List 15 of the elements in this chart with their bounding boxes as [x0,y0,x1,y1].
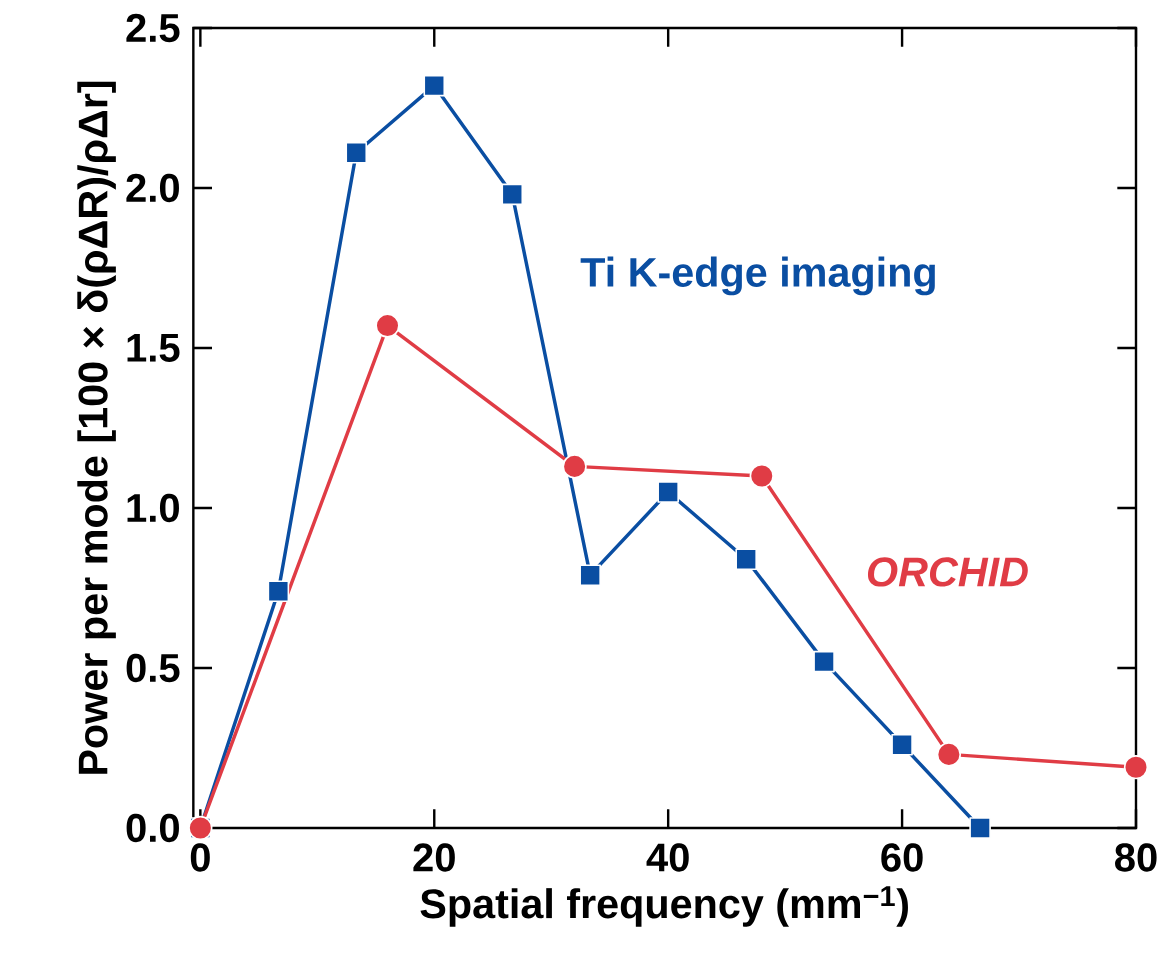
x-tick-label: 80 [1115,843,1157,872]
series-label: ORCHID [867,557,1028,587]
x-tick-label: 60 [881,843,923,872]
y-tick-label: 1.0 [127,493,179,523]
y-tick-label: 1.5 [127,334,180,362]
y-tick-label: 0.5 [126,653,180,683]
x-tick-label: 20 [413,843,455,872]
y-tick-label: 0.0 [126,813,179,843]
x-axis-title: Spatial frequency (mm$^{−1}$) [420,886,908,927]
y-axis-title: Power per mode [100 × δ(ρΔR)/ρΔr] [77,81,116,774]
x-tick-label: 0 [190,843,210,872]
y-tick-label: 2.0 [126,173,179,203]
y-tick-label: 2.5 [126,13,180,43]
series-label: Ti K-edge imaging [580,256,935,296]
x-tick-label: 40 [646,843,689,872]
